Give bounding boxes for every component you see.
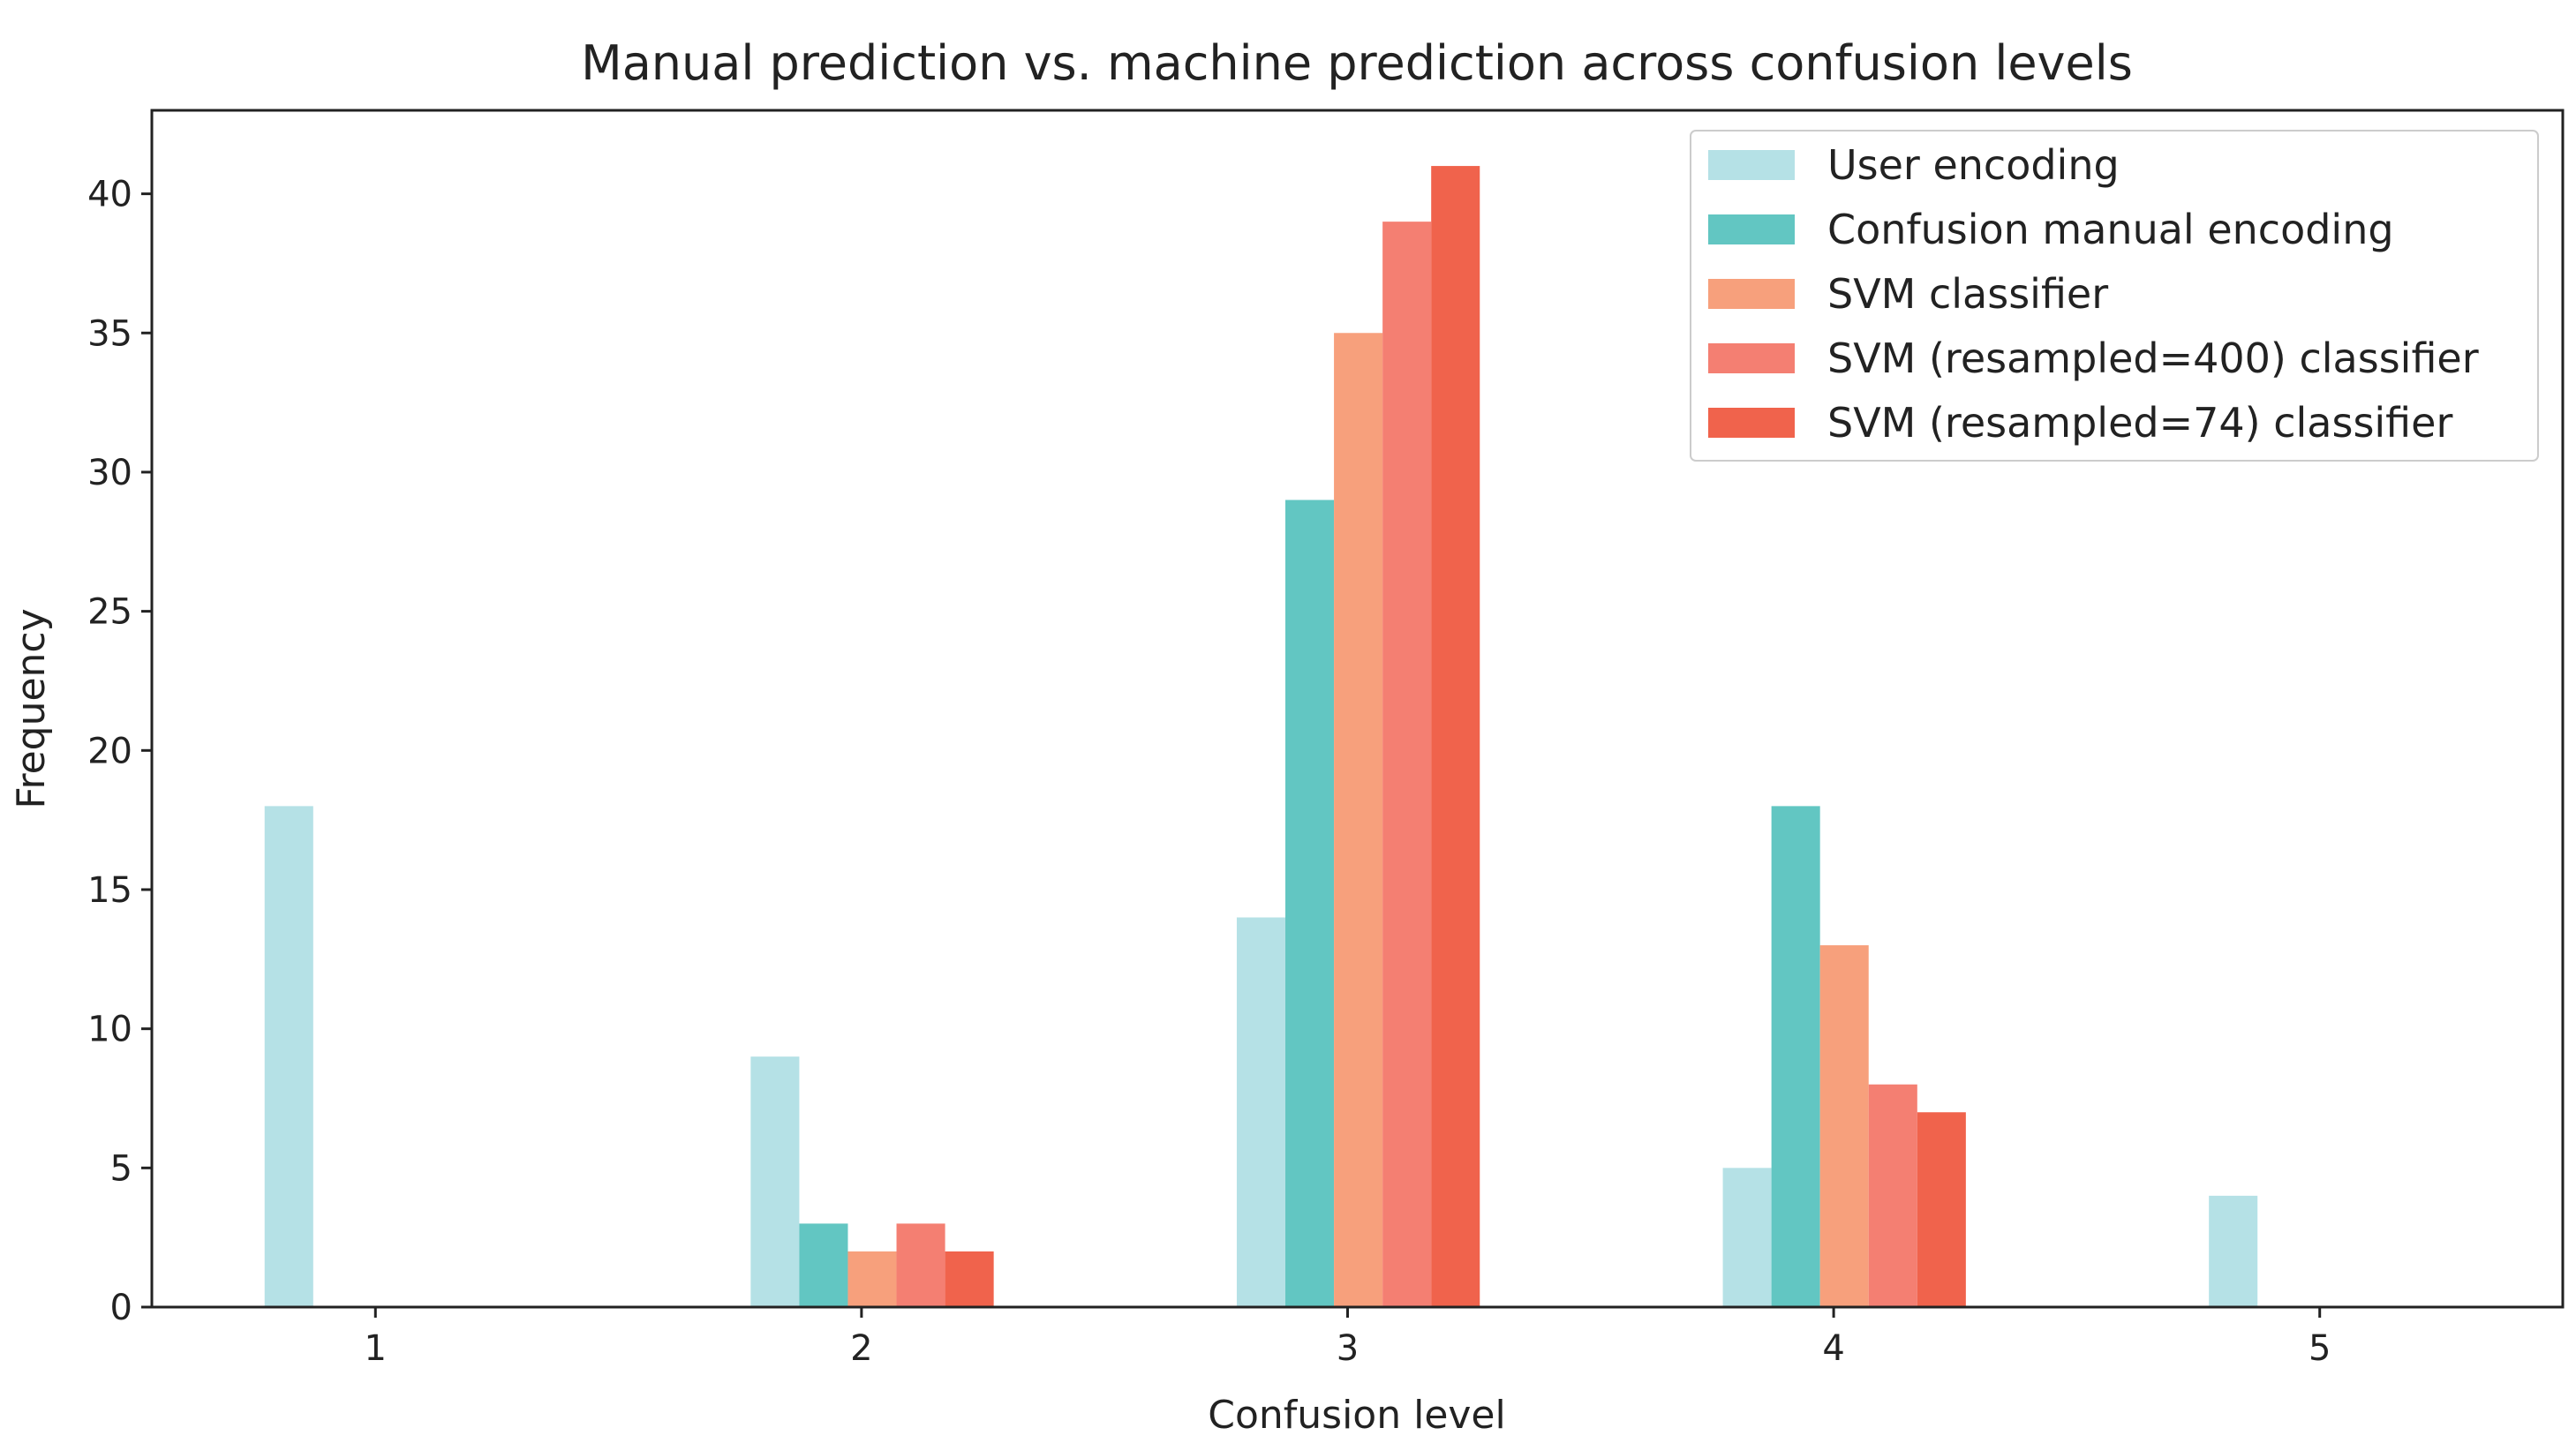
x-tick-label: 1 [365, 1328, 387, 1369]
bar-5-level-2 [945, 1251, 994, 1307]
legend-swatch [1708, 279, 1795, 309]
bar-4-level-2 [896, 1223, 945, 1307]
y-axis-label: Frequency [9, 608, 54, 808]
y-tick-label: 35 [87, 313, 132, 354]
bar-2-level-2 [799, 1223, 848, 1307]
legend-label: User encoding [1827, 141, 2120, 189]
x-axis-label: Confusion level [1208, 1393, 1505, 1438]
x-tick-label: 3 [1337, 1328, 1359, 1369]
y-tick-label: 25 [87, 592, 132, 633]
legend-label: Confusion manual encoding [1827, 206, 2394, 253]
bar-2-level-4 [1771, 806, 1820, 1307]
y-tick-label: 30 [87, 453, 132, 493]
y-tick-label: 40 [87, 175, 132, 215]
legend-label: SVM classifier [1827, 270, 2108, 318]
bar-2-level-3 [1285, 500, 1335, 1307]
bar-1-level-4 [1722, 1168, 1772, 1307]
x-tick-label: 2 [850, 1328, 872, 1369]
bar-3-level-2 [847, 1251, 897, 1307]
y-tick-label: 20 [87, 731, 132, 771]
legend-frame [1690, 130, 2539, 462]
y-tick-label: 15 [87, 870, 132, 911]
x-tick-label: 5 [2309, 1328, 2331, 1369]
legend-label: SVM (resampled=74) classifier [1827, 399, 2452, 447]
legend-label: SVM (resampled=400) classifier [1827, 334, 2479, 382]
bar-5-level-4 [1917, 1112, 1966, 1307]
legend-swatch [1708, 214, 1795, 244]
plot-frame [150, 109, 2565, 1309]
x-tick-label: 4 [1822, 1328, 1844, 1369]
legend-swatch [1708, 343, 1795, 373]
bar-4-level-4 [1868, 1084, 1917, 1307]
bar-5-level-3 [1431, 166, 1480, 1307]
bar-3-level-3 [1334, 333, 1383, 1308]
legend-swatch [1708, 150, 1795, 180]
legend: User encoding Confusion manual encoding SV… [1690, 130, 2539, 462]
bar-4-level-3 [1382, 222, 1432, 1308]
legend-swatch [1708, 408, 1795, 438]
bar-1-level-5 [2209, 1195, 2258, 1307]
bar-1-level-1 [264, 806, 313, 1307]
chart-title: Manual prediction vs. machine prediction… [581, 35, 2133, 91]
y-tick-label: 0 [110, 1288, 132, 1328]
bar-1-level-3 [1236, 917, 1286, 1307]
y-tick-label: 5 [110, 1148, 132, 1189]
y-tick-label: 10 [87, 1010, 132, 1050]
bar-3-level-4 [1819, 945, 1869, 1307]
bar-1-level-2 [750, 1056, 800, 1307]
